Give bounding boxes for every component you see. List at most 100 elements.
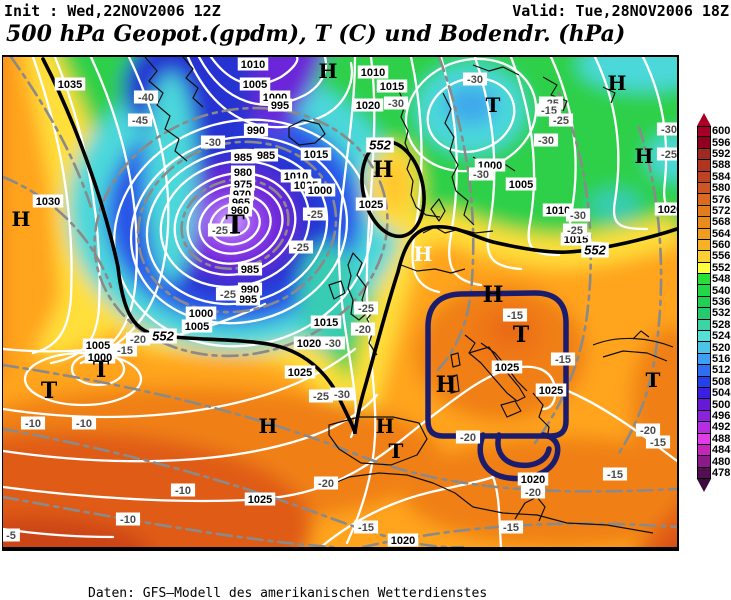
legend-swatch [697,365,711,377]
pressure-label: 1025 [535,383,567,397]
low-pressure-marker: T [513,322,530,348]
svg-text:552: 552 [584,243,606,258]
legend-row: 580 [697,183,731,195]
legend-row: 552 [697,262,731,275]
svg-text:995: 995 [271,100,289,112]
temperature-label: -20 [520,485,546,499]
high-pressure-marker: H [635,144,654,168]
legend-value: 576 [712,193,731,206]
pressure-label: 1000 [185,306,217,320]
legend-value: 484 [712,444,731,457]
legend-swatch [697,217,711,229]
high-pressure-marker: H [259,414,278,438]
svg-text:-20: -20 [640,425,656,437]
legend-row: 478 [697,467,731,480]
temperature-label: -45 [127,113,153,127]
temperature-contours [3,57,677,547]
temperature-label: -30 [462,72,488,86]
pressure-label: 1025 [284,365,316,379]
svg-text:1015: 1015 [380,81,404,93]
legend-value: 516 [712,353,731,365]
legend-row: 572 [697,204,731,218]
valid-time-label: Valid: Tue,28NOV2006 18Z [512,2,729,20]
legend-value: 488 [712,432,731,445]
legend-row: 524 [697,331,731,343]
legend-value: 584 [712,170,731,183]
legend-swatch [697,422,711,434]
legend-swatch [697,444,711,457]
legend-swatch [697,387,711,400]
temperature-label: -20 [350,322,376,336]
temperature-label: -30 [200,135,226,149]
legend-swatch [697,467,711,480]
pressure-label: 1005 [181,319,213,333]
legend-value: 600 [712,125,731,138]
temperature-label: -15 [112,343,138,357]
legend-swatch [697,228,711,240]
legend-value: 536 [712,296,731,309]
svg-text:990: 990 [247,125,265,137]
temperature-label: -30 [533,133,559,147]
temperature-label: -30 [329,387,355,401]
svg-text:-10: -10 [25,418,41,430]
legend-row: 488 [697,432,731,445]
legend-value: 572 [712,204,731,217]
high-pressure-marker: H [483,282,504,308]
high-pressure-marker: H [12,207,31,231]
legend-value: 540 [712,284,731,297]
svg-text:-30: -30 [538,135,554,147]
legend-row: 556 [697,251,731,263]
map-title: 500 hPa Geopot.(gpdm), T (C) und Bodendr… [6,21,626,47]
svg-text:1005: 1005 [243,79,267,91]
svg-text:-10: -10 [175,485,191,497]
svg-text:-25: -25 [661,149,677,161]
svg-text:552: 552 [152,329,174,344]
svg-text:-20: -20 [525,487,541,499]
legend-swatch [697,319,711,332]
legend-row: 568 [697,217,731,229]
legend-swatch [697,171,711,183]
pressure-label: 1020 [293,336,325,350]
legend-value: 564 [712,227,731,240]
pressure-label: 985 [230,150,256,164]
high-pressure-marker: H [373,157,394,183]
svg-text:1010: 1010 [546,205,570,217]
legend-swatch [697,331,711,343]
legend-swatch [697,296,711,309]
legend-value: 592 [712,147,731,160]
temperature-label: -30 [468,167,494,181]
temperature-label: -15 [498,520,524,534]
pressure-label: 995 [235,292,261,306]
legend-row: 560 [697,239,731,252]
svg-text:985: 985 [257,150,275,162]
legend-swatch [697,433,711,445]
legend-row: 516 [697,353,731,366]
svg-text:1010: 1010 [361,67,385,79]
weather-map: 1035 1030 1010 1005 1000 995 990 985 1015 1010 101… [2,55,679,551]
legend-value: 596 [712,136,731,149]
legend-row: 536 [697,296,731,309]
svg-text:1035: 1035 [58,79,82,91]
temperature-label: -10 [71,416,97,430]
temperature-label: -30 [383,96,409,110]
svg-text:1030: 1030 [36,196,60,208]
pressure-label: 1025 [355,197,387,211]
svg-text:-20: -20 [130,334,146,346]
pressure-label: 985 [253,148,279,162]
legend-row: 508 [697,376,731,388]
temperature-label: -15 [502,308,528,322]
temperature-label: -40 [133,90,159,104]
pressure-label: 1005 [505,177,537,191]
temperature-label: -25 [353,301,379,315]
high-pressure-marker: H [414,242,433,266]
legend-value: 560 [712,239,731,252]
temperature-label: -30 [565,208,591,222]
svg-text:-15: -15 [555,354,571,366]
temperature-label: -20 [313,476,339,490]
low-pressure-marker: T [646,368,661,392]
init-time-label: Init : Wed,22NOV2006 12Z [4,2,221,20]
temperature-label: -10 [115,512,141,526]
svg-text:1020: 1020 [297,338,321,350]
svg-text:-30: -30 [205,137,221,149]
svg-text:-30: -30 [467,74,483,86]
